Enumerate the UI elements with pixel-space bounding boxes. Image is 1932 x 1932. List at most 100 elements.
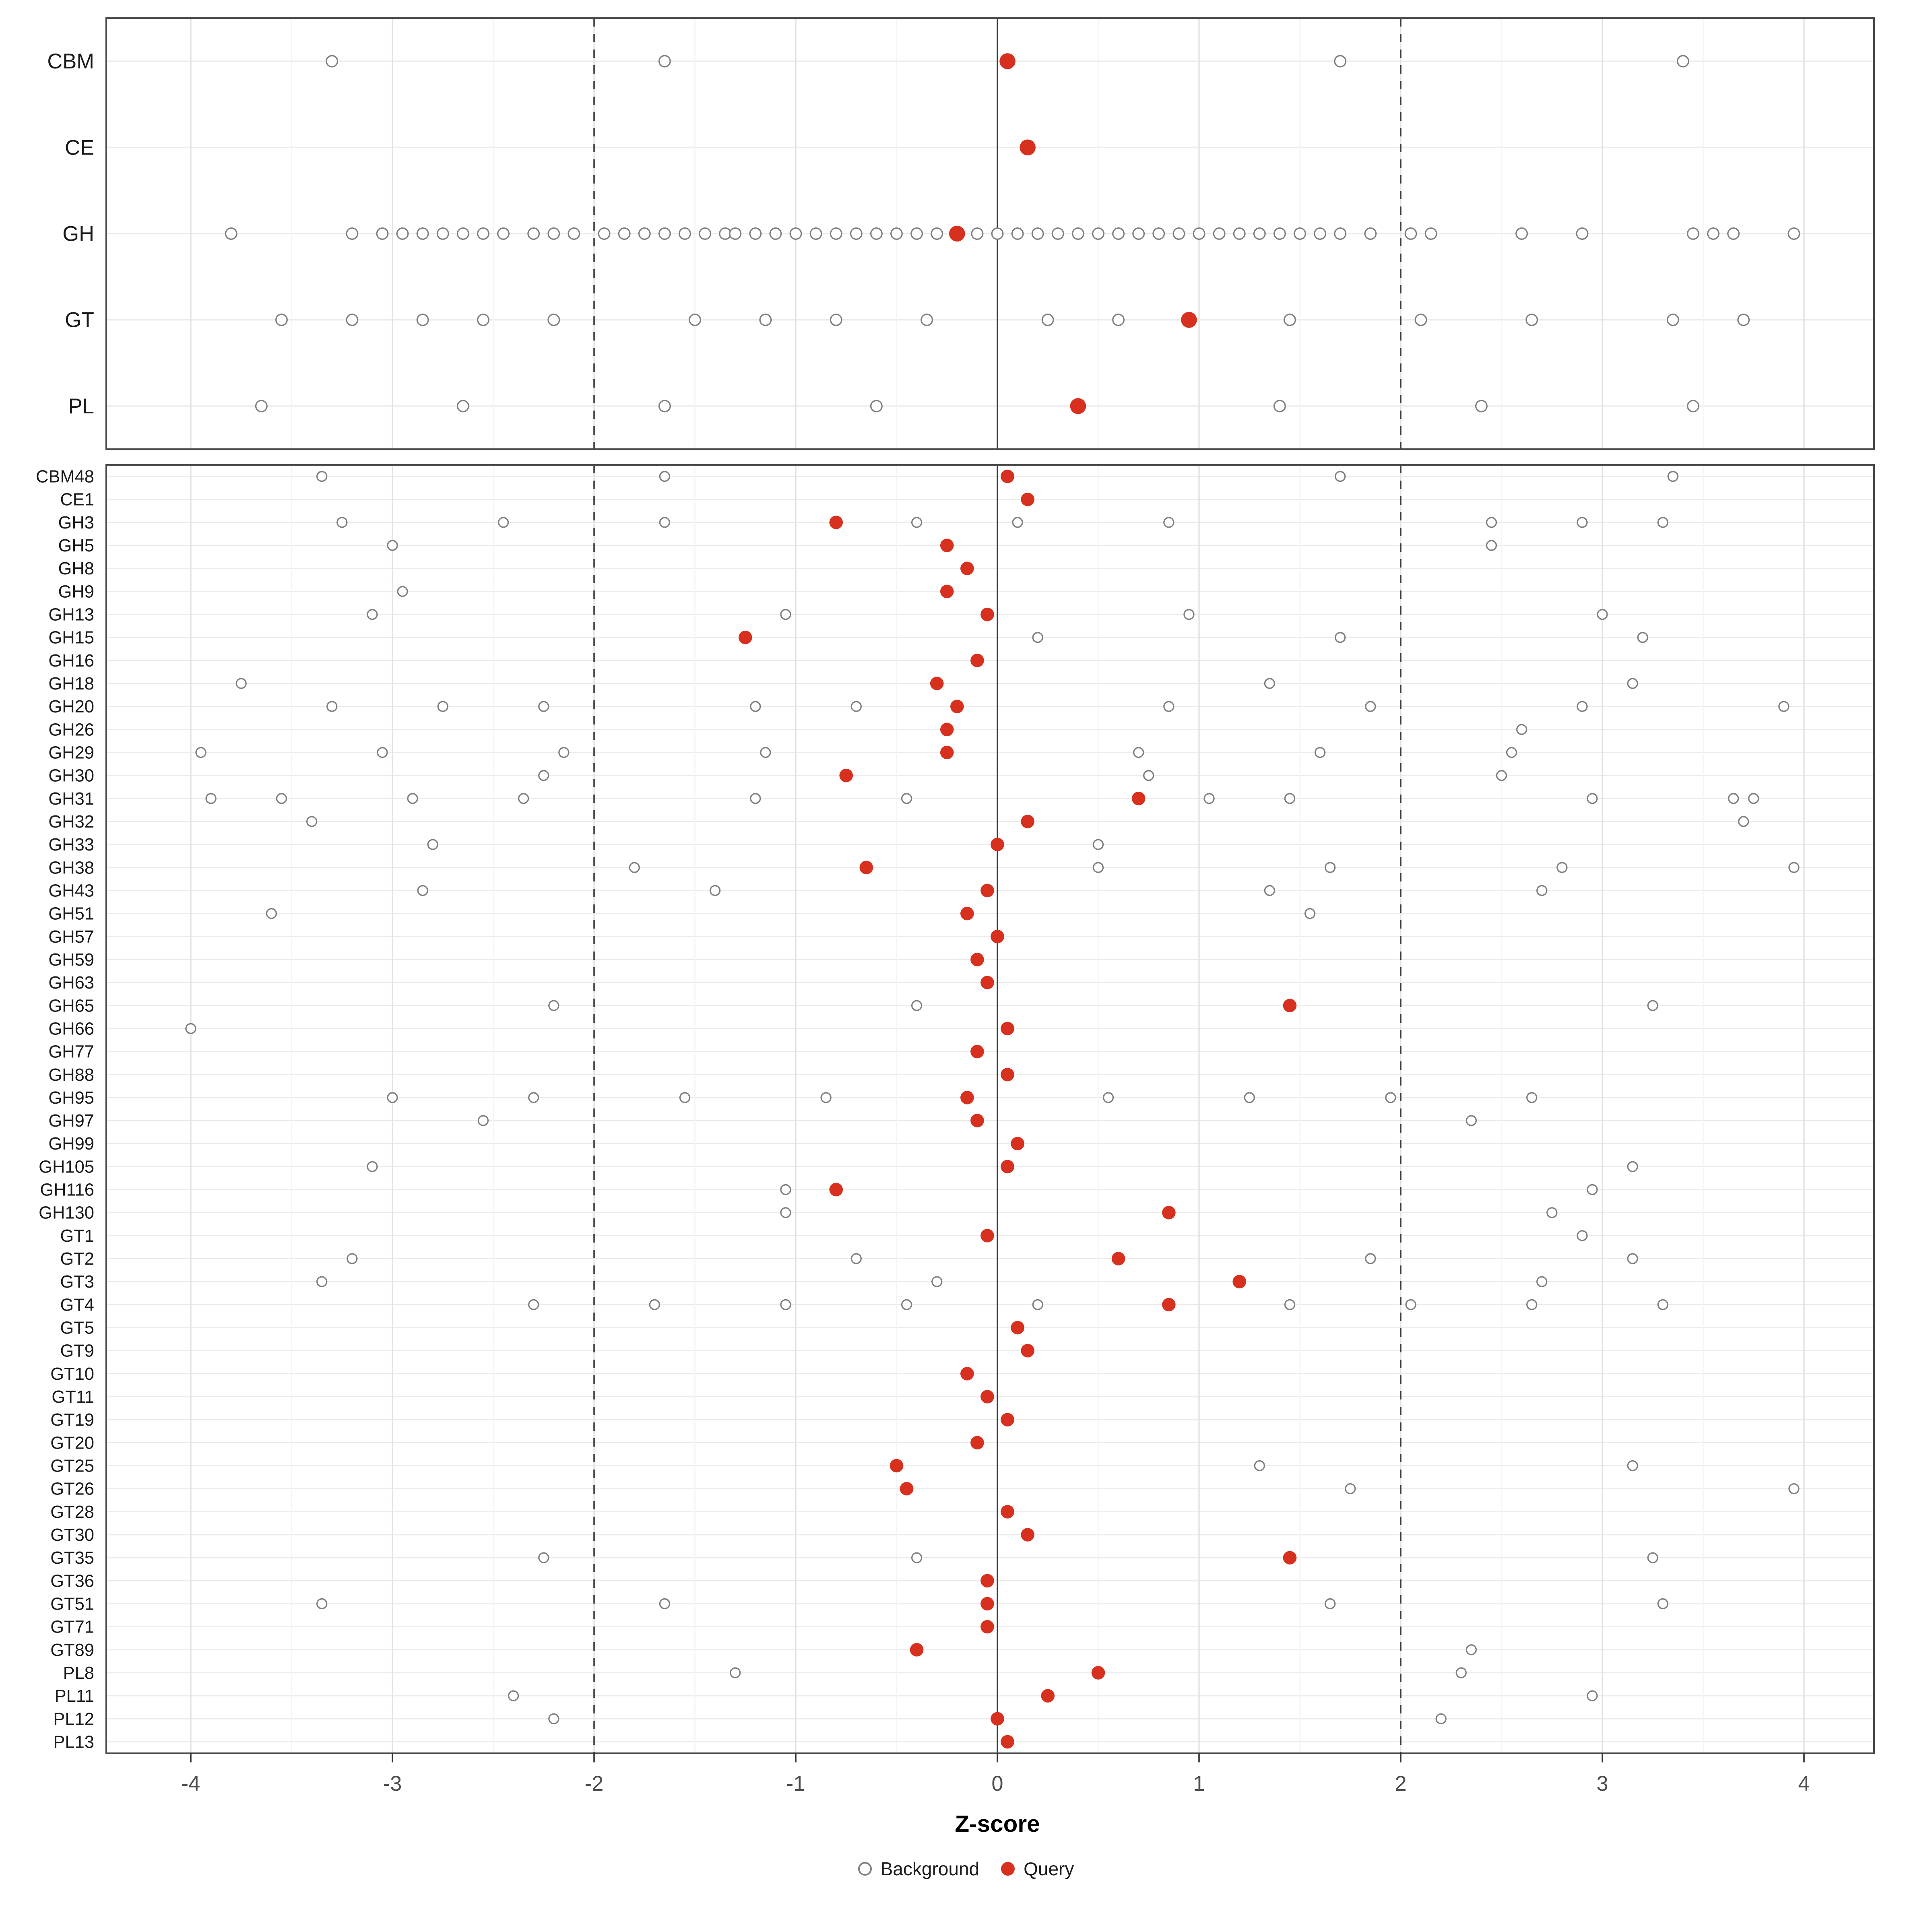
row-label: GT4 [60,1295,94,1315]
background-point [1294,227,1306,240]
background-point [830,314,842,326]
query-point [991,1712,1004,1726]
background-point [750,793,761,804]
background-point [347,1253,358,1264]
row-label: PL11 [55,1686,94,1706]
query-point-icon [1001,1862,1015,1876]
row-label: GH5 [58,536,94,555]
query-point [900,1482,914,1496]
x-tick-label: -1 [786,1772,805,1796]
background-point [1486,540,1497,551]
query-point [970,953,984,966]
x-tick-label: -3 [383,1772,402,1796]
background-point [1778,701,1790,712]
background-point [1788,1483,1800,1494]
background-point [1253,227,1266,240]
background-point [1031,227,1044,240]
background-point [1254,1460,1265,1472]
background-point [749,227,762,240]
background-point [1738,816,1749,827]
background-point [649,1299,660,1311]
query-point [1021,1344,1034,1358]
legend-label-query: Query [1024,1858,1074,1879]
background-point [235,678,247,689]
background-point [890,227,903,240]
x-tick-label: -2 [585,1772,604,1796]
query-point [980,1597,994,1611]
background-point [547,227,560,240]
background-point [417,885,428,896]
background-point [316,1598,328,1610]
background-point [679,1092,691,1103]
query-point [980,1574,994,1588]
query-point [940,722,954,737]
row-label: GT2 [60,1249,94,1269]
background-point [336,517,348,528]
background-point [1404,227,1417,240]
background-point [901,1299,912,1311]
row-label: PL12 [53,1709,94,1729]
background-point [1193,227,1205,240]
background-point [326,55,339,68]
background-point [527,227,540,240]
x-axis-title: Z-score [955,1811,1040,1837]
query-point [839,768,853,782]
row-label: GT26 [50,1480,94,1499]
background-point [760,747,771,758]
query-point [859,861,873,875]
background-point [638,227,651,240]
background-point [1657,1299,1668,1311]
background-point [1284,1299,1296,1311]
background-point [518,793,529,804]
row-label: GH9 [58,582,94,601]
row-label: GT10 [50,1364,94,1384]
background-point [1172,227,1185,240]
query-point [1001,1505,1014,1519]
query-point [1283,999,1297,1013]
row-label: GH43 [48,881,94,900]
background-point [1687,400,1699,413]
background-point [658,55,671,68]
row-label: GT35 [50,1548,94,1568]
background-point [830,227,842,240]
query-point [1001,1160,1014,1174]
background-point [1587,1690,1598,1701]
background-point [195,747,206,758]
row-label: PL13 [53,1732,94,1752]
background-point [346,227,359,240]
query-point [1162,1205,1176,1220]
background-point [1676,55,1689,68]
query-point [980,883,994,898]
background-point [407,793,418,804]
row-label: GH31 [48,789,94,809]
background-point [1233,227,1246,240]
background-point [769,227,782,240]
background-point [1556,862,1568,873]
row-label: GH33 [48,835,94,855]
background-point [1152,227,1165,240]
row-label: GH20 [48,697,94,716]
background-point [1334,227,1347,240]
background-point [568,227,580,240]
row-label: GH59 [48,950,94,970]
background-point [1475,400,1488,413]
background-point [416,314,429,326]
row-label: GT28 [50,1503,94,1522]
background-point [1092,839,1104,850]
background-point [1325,862,1336,873]
query-point [949,225,965,242]
background-point [1284,793,1296,804]
query-point [829,1183,843,1197]
row-label: GH65 [48,996,94,1016]
query-point [991,929,1004,943]
background-point [618,227,631,240]
x-tick-label: 1 [1193,1772,1205,1796]
row-label: GH116 [40,1181,94,1200]
x-tick-label: 3 [1596,1772,1608,1796]
row-label: GT11 [52,1387,94,1407]
background-point [416,227,429,240]
query-point [991,838,1004,851]
row-label: CBM [47,50,94,73]
query-point [1111,1252,1125,1265]
query-point [1001,1067,1014,1082]
